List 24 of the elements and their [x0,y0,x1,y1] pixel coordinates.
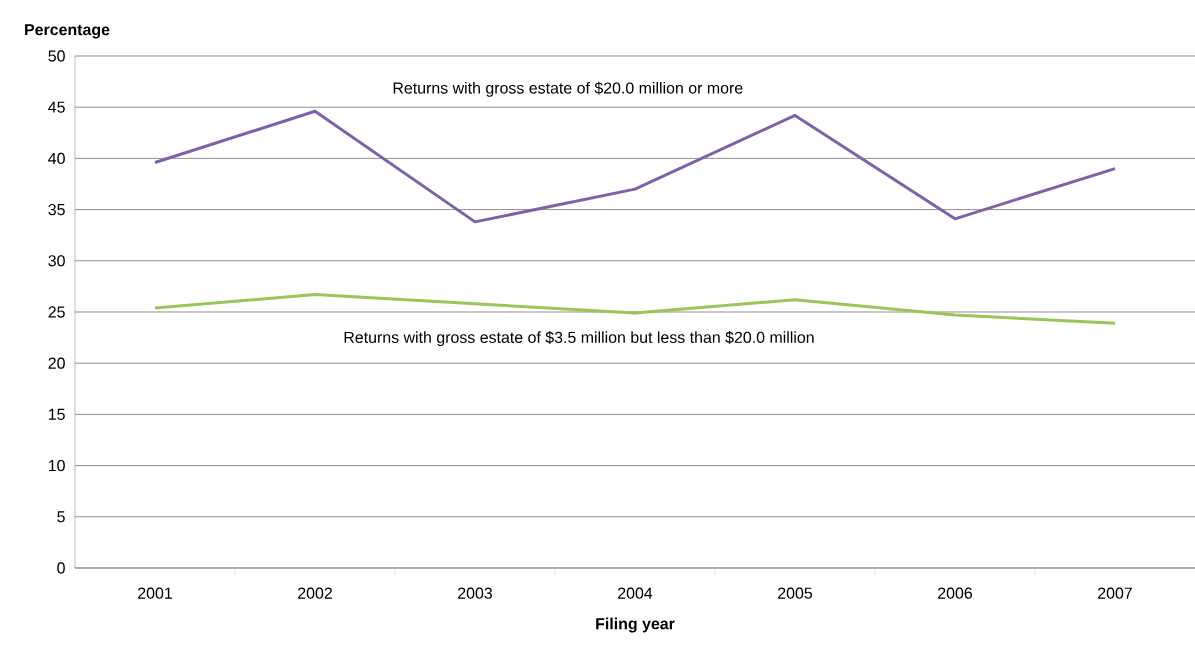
text: Returns with gross estate of $20.0 million or more [393,81,743,97]
x-tick-label: 2005 [778,587,813,599]
x-tick-label: 2006 [938,587,973,599]
x-tick-label: 2003 [458,587,493,599]
y-tick-label: 15 [48,408,65,420]
y-tick-label: 10 [48,459,65,472]
x-tick-label: 2002 [298,587,332,599]
x-axis-title: Filing year [596,617,675,633]
x-tick-label: 2001 [138,587,172,599]
series-label: Returns with gross estate of $3.5 million but less than $20.0 million [344,331,814,347]
y-axis-title: Percentage [25,24,110,39]
y-tick-label: 20 [48,357,65,369]
line-series [153,293,1117,325]
y-tick-label: 50 [48,50,65,62]
y-tick-label: 5 [57,511,65,523]
y-tick-label: 45 [48,101,65,113]
y-tick-label: 0 [57,562,65,574]
y-tick-label: 25 [48,306,65,318]
y-tick-label: 40 [48,152,65,165]
x-tick-label: 2004 [618,587,653,599]
y-tick-label: 30 [48,255,65,267]
y-tick-label: 35 [48,203,65,216]
line-series [153,109,1117,224]
x-tick-label: 2007 [1098,587,1132,599]
